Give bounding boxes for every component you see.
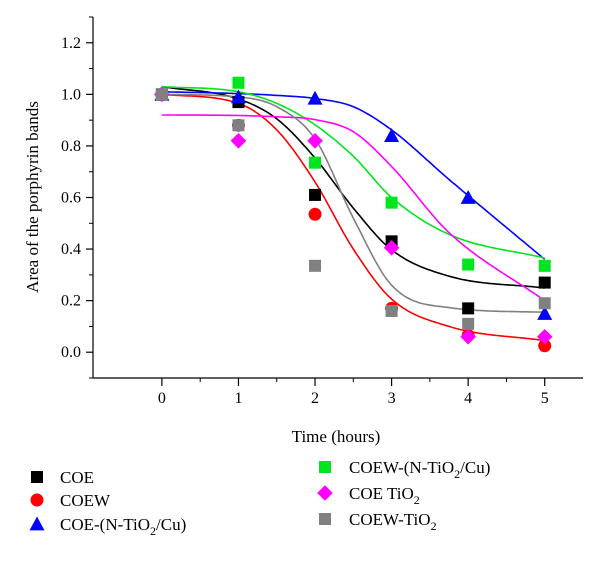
data-point [462,258,475,271]
legend-label: COEW-TiO2​ [349,510,437,533]
data-point [385,304,398,317]
y-tick-label: 1.2 [61,35,81,52]
y-tick-label: 0.0 [61,344,81,361]
y-tick-label: 0.4 [61,241,81,258]
x-tick-label: 0 [158,390,166,407]
data-point [230,132,247,149]
legend-marker [319,461,331,473]
legend-label: COEW-(N-TiO2/Cu) [349,458,490,481]
x-tick-label: 4 [464,390,472,407]
data-point [536,328,553,345]
axis-ticks: 0 1 2 3 4 5 0.0 0.2 0.4 0.6 0.8 1.0 1.2 [61,16,549,407]
legend-label: COEW [60,491,111,510]
legend-label: COE-(N-TiO2/Cu) [60,515,186,538]
data-point [538,339,552,353]
data-point [537,306,553,320]
x-tick-label: 5 [541,390,549,407]
y-tick-label: 0.8 [61,138,81,155]
data-point [538,276,551,289]
data-point [309,259,322,272]
legend-marker [317,485,333,501]
legend-marker [31,471,43,483]
y-tick-label: 0.6 [61,190,81,207]
data-point [307,132,323,149]
data-point [383,239,400,256]
x-tick-label: 3 [388,390,396,407]
data-point [232,76,245,89]
data-point [230,89,246,104]
legend-label: COE TiO2​ [349,484,420,507]
data-point [462,302,475,315]
data-points [154,76,553,353]
data-point [384,128,400,142]
fit-curve [161,85,545,289]
fit-curves [161,85,546,342]
fit-curve [161,91,546,261]
fit-curve [161,93,545,342]
data-point [538,297,551,310]
x-tick-label: 2 [311,390,319,407]
y-tick-label: 1.0 [61,86,81,103]
fit-curve [161,85,545,259]
legend-marker [319,513,331,525]
data-point [385,196,398,209]
data-point [538,259,551,272]
legend-marker [30,493,44,507]
legend-label: COE [60,468,94,487]
data-point [309,188,322,201]
legend: COE COEW COE-(N-TiO2/Cu) COEW-(N-TiO2/Cu) CO… [29,458,490,538]
data-point [307,90,323,105]
data-point [308,207,322,221]
data-point [460,190,476,204]
plot-area: 0 1 2 3 4 5 0.0 0.2 0.4 0.6 0.8 1.0 1.2 [61,16,583,407]
data-point [460,328,476,345]
legend-marker [29,516,45,531]
data-point [309,156,322,169]
fit-curve [161,93,545,314]
y-tick-label: 0.2 [61,293,81,310]
x-tick-label: 1 [234,390,242,407]
data-point [462,317,475,330]
fit-curve [161,114,546,302]
data-point [232,119,245,132]
y-axis-title: Area of the porphyrin bands [23,101,42,293]
x-axis-title: Time (hours) [292,427,381,446]
data-point [155,88,168,101]
